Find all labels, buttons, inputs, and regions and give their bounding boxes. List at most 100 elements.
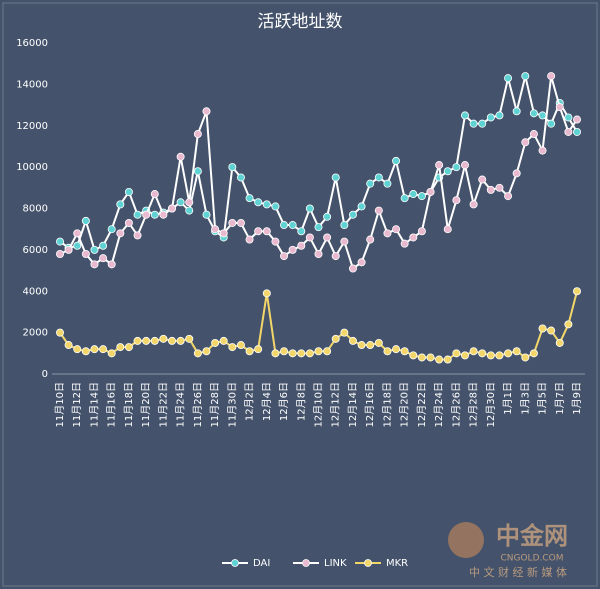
data-point bbox=[400, 347, 409, 356]
data-point bbox=[417, 227, 426, 236]
x-tick-label: 11月30日 bbox=[226, 382, 238, 427]
data-point bbox=[288, 349, 297, 358]
data-point bbox=[529, 349, 538, 358]
data-point bbox=[512, 169, 521, 178]
x-tick-label: 1月1日 bbox=[502, 382, 514, 415]
data-point bbox=[374, 338, 383, 347]
data-point bbox=[245, 194, 254, 203]
data-point bbox=[460, 161, 469, 170]
data-point bbox=[564, 127, 573, 136]
data-point bbox=[254, 227, 263, 236]
data-point bbox=[168, 204, 177, 213]
x-tick-label: 12月12日 bbox=[330, 382, 342, 427]
x-tick-label: 12月8日 bbox=[295, 382, 307, 421]
data-point bbox=[547, 326, 556, 335]
data-point bbox=[271, 237, 280, 246]
data-point bbox=[573, 287, 582, 296]
data-point bbox=[56, 328, 65, 337]
y-tick-label: 12000 bbox=[16, 121, 48, 132]
data-point bbox=[573, 115, 582, 124]
legend-marker bbox=[231, 559, 239, 567]
data-point bbox=[331, 252, 340, 261]
data-point bbox=[245, 235, 254, 244]
data-point bbox=[262, 227, 271, 236]
x-tick-label: 12月28日 bbox=[468, 382, 480, 427]
data-point bbox=[409, 190, 418, 199]
data-point bbox=[486, 351, 495, 360]
data-point bbox=[564, 113, 573, 122]
data-point bbox=[400, 239, 409, 248]
data-point bbox=[228, 343, 237, 352]
data-point bbox=[348, 210, 357, 219]
watermark-site: CNGOLD.COM bbox=[500, 554, 563, 564]
data-point bbox=[150, 210, 159, 219]
data-point bbox=[280, 221, 289, 230]
watermark-brand: 中金网 bbox=[496, 522, 568, 550]
data-point bbox=[486, 185, 495, 194]
x-tick-label: 12月30日 bbox=[485, 382, 497, 427]
data-point bbox=[81, 347, 90, 356]
data-point bbox=[529, 130, 538, 139]
data-point bbox=[81, 216, 90, 225]
data-point bbox=[426, 187, 435, 196]
data-point bbox=[512, 347, 521, 356]
data-point bbox=[116, 200, 125, 209]
data-point bbox=[383, 347, 392, 356]
x-tick-label: 1月3日 bbox=[519, 382, 531, 415]
data-point bbox=[90, 260, 99, 269]
legend-item: MKR bbox=[355, 558, 408, 569]
data-point bbox=[168, 336, 177, 345]
x-tick-label: 12月10日 bbox=[313, 382, 325, 427]
data-point bbox=[409, 233, 418, 242]
x-tick-label: 11月28日 bbox=[209, 382, 221, 427]
data-point bbox=[504, 192, 513, 201]
data-point bbox=[348, 336, 357, 345]
data-point bbox=[288, 221, 297, 230]
data-point bbox=[211, 338, 220, 347]
data-point bbox=[159, 334, 168, 343]
data-point bbox=[383, 179, 392, 188]
data-point bbox=[529, 109, 538, 118]
data-point bbox=[124, 218, 133, 227]
data-point bbox=[107, 260, 116, 269]
watermark-logo bbox=[448, 522, 484, 558]
data-point bbox=[185, 198, 194, 207]
data-point bbox=[521, 72, 530, 81]
legend-item: LINK bbox=[293, 558, 347, 569]
data-point bbox=[73, 345, 82, 354]
x-tick-label: 12月14日 bbox=[347, 382, 359, 427]
x-tick-label: 11月14日 bbox=[88, 382, 100, 427]
data-point bbox=[99, 241, 108, 250]
data-point bbox=[469, 347, 478, 356]
data-point bbox=[305, 204, 314, 213]
x-tick-label: 12月2日 bbox=[244, 382, 256, 421]
data-point bbox=[124, 187, 133, 196]
watermark-slogan: 中 文 财 经 新 媒 体 bbox=[469, 565, 567, 579]
data-point bbox=[323, 347, 332, 356]
legend-marker bbox=[302, 559, 310, 567]
data-point bbox=[340, 237, 349, 246]
data-point bbox=[417, 192, 426, 201]
data-point bbox=[142, 336, 151, 345]
data-point bbox=[64, 341, 73, 350]
data-point bbox=[357, 341, 366, 350]
data-point bbox=[81, 250, 90, 259]
y-tick-label: 16000 bbox=[16, 38, 48, 49]
data-point bbox=[392, 156, 401, 165]
data-point bbox=[254, 345, 263, 354]
data-point bbox=[133, 231, 142, 240]
y-tick-label: 0 bbox=[42, 369, 48, 380]
data-point bbox=[228, 218, 237, 227]
data-point bbox=[305, 349, 314, 358]
legend-marker bbox=[364, 559, 372, 567]
data-point bbox=[64, 245, 73, 254]
x-tick-label: 11月26日 bbox=[192, 382, 204, 427]
data-point bbox=[176, 336, 185, 345]
data-point bbox=[297, 227, 306, 236]
data-point bbox=[219, 336, 228, 345]
data-point bbox=[469, 200, 478, 209]
data-point bbox=[504, 74, 513, 83]
data-point bbox=[383, 229, 392, 238]
data-point bbox=[573, 127, 582, 136]
